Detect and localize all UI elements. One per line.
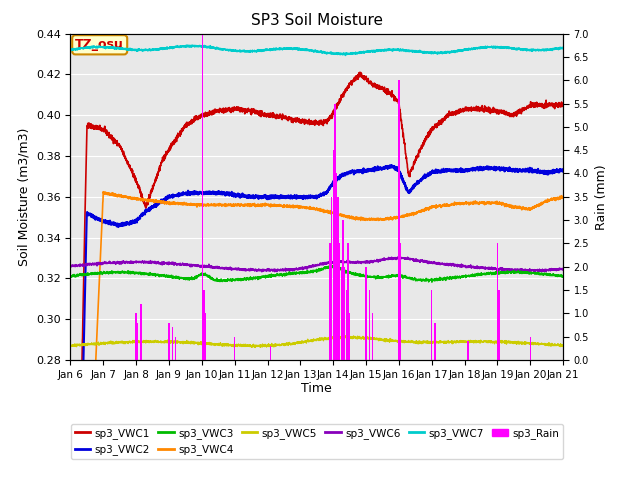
Bar — [204, 290, 205, 360]
Bar — [337, 197, 339, 360]
Bar — [342, 220, 344, 360]
Bar — [431, 290, 433, 360]
Bar — [369, 290, 370, 360]
Bar — [331, 197, 332, 360]
Bar — [175, 336, 176, 360]
Bar — [435, 323, 436, 360]
Text: TZ_osu: TZ_osu — [76, 38, 124, 51]
Bar — [137, 323, 138, 360]
Bar — [499, 290, 500, 360]
Bar — [340, 267, 342, 360]
Legend: sp3_VWC1, sp3_VWC2, sp3_VWC3, sp3_VWC4, sp3_VWC5, sp3_VWC6, sp3_VWC7, sp3_Rain: sp3_VWC1, sp3_VWC2, sp3_VWC3, sp3_VWC4, … — [70, 424, 563, 459]
Bar — [344, 267, 346, 360]
Bar — [270, 346, 271, 360]
Bar — [168, 323, 170, 360]
Bar — [348, 243, 349, 360]
Bar — [202, 34, 203, 360]
Bar — [339, 243, 340, 360]
Bar — [467, 341, 468, 360]
Bar — [400, 243, 401, 360]
Bar — [530, 336, 531, 360]
Bar — [333, 150, 334, 360]
Title: SP3 Soil Moisture: SP3 Soil Moisture — [251, 13, 383, 28]
Bar — [172, 327, 173, 360]
Bar — [136, 313, 137, 360]
Y-axis label: Rain (mm): Rain (mm) — [595, 164, 607, 229]
Bar — [372, 313, 373, 360]
Bar — [234, 336, 236, 360]
Bar — [398, 80, 399, 360]
Bar — [497, 243, 498, 360]
Bar — [346, 290, 347, 360]
Bar — [365, 267, 367, 360]
Bar — [334, 104, 335, 360]
X-axis label: Time: Time — [301, 383, 332, 396]
Bar — [140, 304, 141, 360]
Bar — [205, 313, 207, 360]
Y-axis label: Soil Moisture (m3/m3): Soil Moisture (m3/m3) — [17, 128, 30, 266]
Bar — [349, 313, 350, 360]
Bar — [330, 243, 331, 360]
Bar — [336, 173, 337, 360]
